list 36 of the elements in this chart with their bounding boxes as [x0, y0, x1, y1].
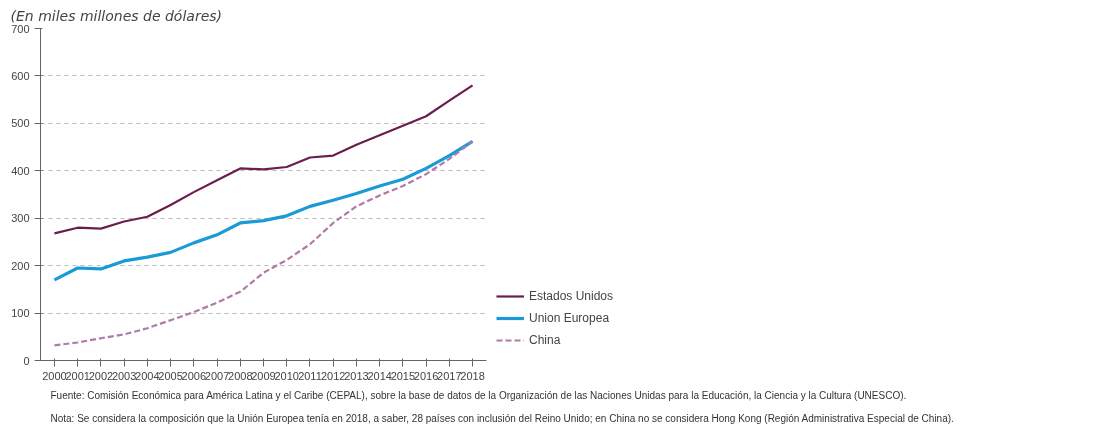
- x-tick-label: 2001: [65, 369, 90, 382]
- x-tick-label: 2016: [413, 369, 439, 382]
- x-tick-label: 2008: [228, 369, 253, 382]
- x-tick-label: 2007: [204, 369, 230, 382]
- x-tick-label: 2009: [251, 369, 276, 382]
- y-tick-label: 0: [23, 354, 30, 367]
- line-series: [53, 140, 474, 347]
- x-tick-label: 2012: [320, 369, 346, 382]
- y-tick-label: 300: [11, 212, 30, 225]
- y-tick-label: 500: [11, 117, 30, 130]
- x-tick-label: 2003: [111, 369, 137, 382]
- y-tick-label: 200: [11, 259, 30, 272]
- chart-subtitle: (En miles millones de dólares): [10, 7, 223, 24]
- y-tick-label: 400: [11, 164, 30, 177]
- x-tick-label: 2010: [274, 369, 299, 382]
- legend-label: Estados Unidos: [529, 289, 614, 303]
- x-tick-label: 2015: [390, 369, 416, 382]
- x-tick-label: 2018: [460, 369, 485, 382]
- text: Nota: Se considera la composición que la Unión Europea tenía en 2018, a saber, 28 países con inclusión del Reino Unido; en China no se considera Hong Kong (Región Administrativa Especial de China).: [50, 412, 954, 424]
- x-tick-label: 2017: [437, 369, 462, 382]
- x-tick-label: 2006: [181, 369, 207, 382]
- y-tick-label: 100: [11, 307, 30, 320]
- line-series: [52, 139, 475, 282]
- y-tick-label: 700: [11, 22, 30, 35]
- x-tick-label: 2013: [344, 369, 369, 382]
- source-note: Fuente: Comisión Económica para América Latina y el Caribe (CEPAL), sobre la base de datos de la Organización de las Naciones Unidas para la Educación, la Ciencia y la Cultura (UNESCO).: [50, 389, 907, 401]
- y-tick-label: 600: [11, 69, 30, 82]
- x-tick-label: 2000: [42, 369, 67, 382]
- legend-label: Union Europea: [529, 311, 610, 325]
- x-tick-label: 2011: [298, 369, 322, 382]
- x-tick-label: 2004: [135, 369, 160, 382]
- x-tick-label: 2005: [158, 369, 183, 382]
- line-series: [53, 84, 474, 235]
- legend-label: China: [529, 333, 561, 347]
- x-tick-label: 2002: [88, 369, 114, 382]
- x-tick-label: 2014: [367, 369, 392, 382]
